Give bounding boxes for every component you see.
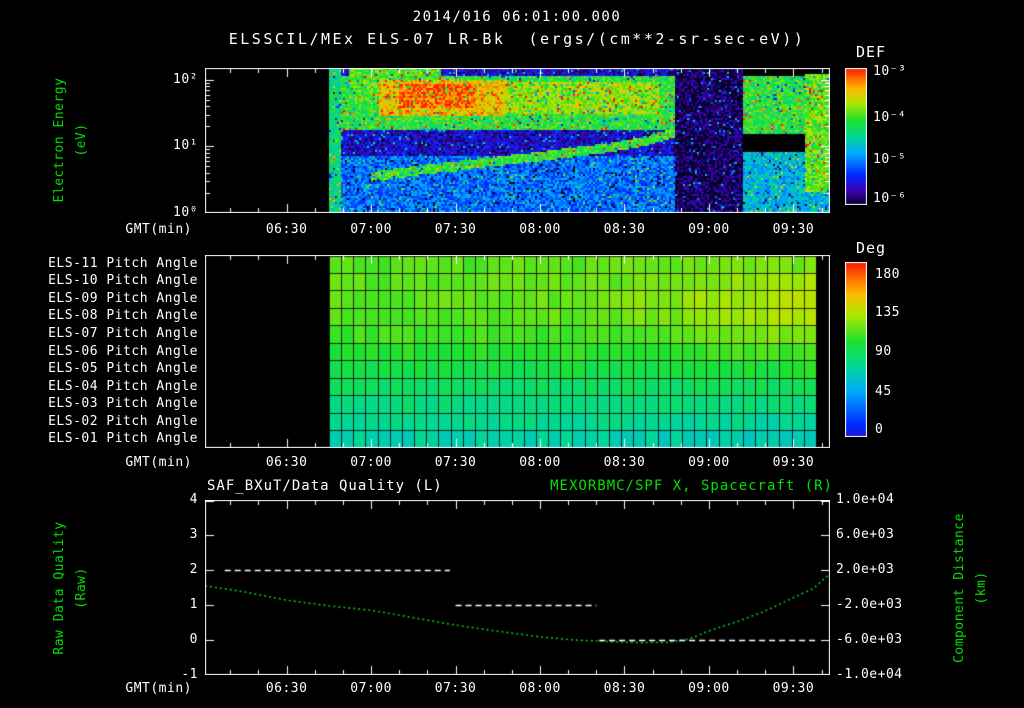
deg-colorbar-tick-label: 180 [875,266,900,282]
quality-axis-tick-label: 2 [189,562,198,577]
energy-tick-label: 10² [173,71,198,87]
time-tick-label: 08:00 [519,455,561,470]
time-tick-label: 07:30 [434,681,477,696]
gmt-axis-label-bottom: GMT(min) [125,681,192,696]
pitch-row-label: ELS-11 Pitch Angle [48,255,198,271]
def-colorbar [845,68,867,205]
def-colorbar-title: DEF [855,43,887,61]
time-tick-label: 06:30 [265,222,308,237]
deg-colorbar-tick-label: 135 [875,304,900,320]
distance-series-title: MEXORBMC/SPF X, Spacecraft (R) [550,478,833,494]
distance-axis-tick-label: -2.0e+03 [836,597,903,612]
def-colorbar-tick-label: 10⁻³ [873,64,907,80]
time-tick-label: 08:00 [519,681,561,696]
time-tick-label: 07:00 [350,681,392,696]
time-tick-label: 06:30 [265,681,308,696]
time-tick-label: 07:00 [350,222,392,237]
distance-axis-tick-label: 6.0e+03 [836,527,895,542]
quality-distance-chart [205,500,830,675]
pitch-row-label: ELS-02 Pitch Angle [48,413,198,429]
energy-tick-label: 10¹ [173,138,198,154]
quality-axis-label: Raw Data Quality [52,521,67,655]
quality-series-title: SAF_BXuT/Data Quality (L) [207,478,443,494]
quality-axis-tick-label: 0 [189,632,198,647]
time-tick-label: 08:30 [603,222,646,237]
time-tick-label: 09:30 [772,222,815,237]
energy-axis-unit: (eV) [74,123,89,157]
distance-axis-tick-label: -6.0e+03 [836,632,903,647]
distance-axis-unit: (km) [974,571,989,605]
deg-colorbar-tick-label: 45 [875,384,892,400]
def-colorbar-tick-label: 10⁻⁵ [873,151,907,167]
def-colorbar-tick-label: 10⁻⁴ [873,110,907,125]
time-tick-label: 08:30 [603,455,646,470]
time-tick-label: 09:00 [688,222,730,237]
pitch-row-label: ELS-05 Pitch Angle [48,361,198,377]
electron-energy-spectrogram [205,68,830,213]
deg-colorbar-title: Deg [855,239,887,257]
pitch-row-label: ELS-03 Pitch Angle [48,396,198,412]
time-tick-label: 09:00 [688,455,730,470]
time-tick-label: 07:30 [434,455,477,470]
pitch-row-label: ELS-06 Pitch Angle [48,343,198,359]
distance-axis-label: Component Distance [952,513,967,663]
gmt-axis-label-middle: GMT(min) [125,455,192,470]
time-tick-label: 08:00 [519,222,561,237]
time-tick-label: 07:00 [350,455,392,470]
def-colorbar-tick-label: 10⁻⁶ [873,190,907,206]
pitch-row-label: ELS-04 Pitch Angle [48,378,198,394]
quality-axis-unit: (Raw) [74,567,89,609]
distance-axis-tick-label: -1.0e+04 [836,667,903,682]
pitch-angle-heatmap [205,255,830,448]
time-tick-label: 07:30 [434,222,477,237]
time-tick-label: 09:30 [772,681,815,696]
pitch-row-label: ELS-07 Pitch Angle [48,325,198,341]
pitch-row-label: ELS-10 Pitch Angle [48,273,198,289]
time-tick-label: 09:30 [772,455,815,470]
quality-axis-tick-label: 3 [189,527,198,542]
energy-axis-label: Electron Energy [52,77,67,203]
time-tick-label: 09:00 [688,681,730,696]
quality-axis-tick-label: 4 [189,492,198,507]
time-tick-label: 08:30 [603,681,646,696]
deg-colorbar-tick-label: 0 [875,422,884,437]
pitch-row-label: ELS-01 Pitch Angle [48,431,198,447]
gmt-axis-label-top: GMT(min) [125,222,192,237]
deg-colorbar-tick-label: 90 [875,343,892,359]
distance-axis-tick-label: 2.0e+03 [836,562,895,577]
pitch-row-label: ELS-08 Pitch Angle [48,308,198,324]
deg-colorbar [845,262,867,437]
page-title: ELSSCIL/MEx ELS-07 LR-Bk (ergs/(cm**2-sr… [228,30,806,48]
energy-tick-label: 10⁰ [173,205,198,220]
distance-axis-tick-label: 1.0e+04 [836,492,895,507]
time-tick-label: 06:30 [265,455,308,470]
timestamp: 2014/016 06:01:00.000 [412,9,622,25]
quality-axis-tick-label: -1 [181,667,198,682]
quality-axis-tick-label: 1 [189,597,198,612]
pitch-row-label: ELS-09 Pitch Angle [48,290,198,306]
